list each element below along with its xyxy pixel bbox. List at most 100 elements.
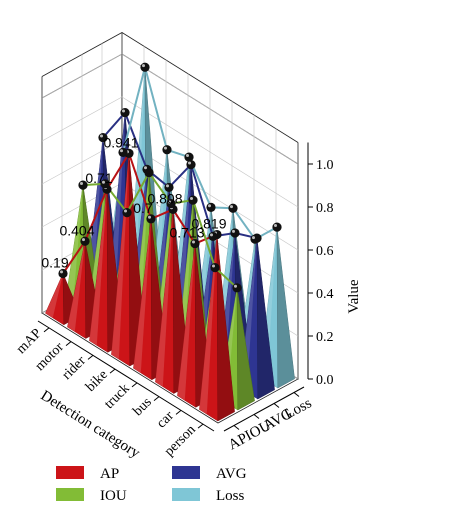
legend-swatch-AVG (172, 466, 200, 479)
point-Loss-bus (228, 203, 238, 213)
series-tick (293, 392, 300, 397)
z-tick-label: 0.4 (316, 287, 334, 302)
point-highlight (142, 64, 145, 68)
bar-AP-rider-highlight (89, 189, 107, 346)
line-Loss (122, 63, 278, 241)
data-label-AP-rider: 0.71 (85, 170, 112, 186)
bar-AP-truck-highlight (133, 218, 151, 373)
series-label-Loss: Loss (282, 395, 315, 423)
point-Loss-truck (206, 202, 216, 212)
data-label-AP-bus: 0.808 (147, 190, 182, 206)
point-highlight (124, 209, 127, 213)
series-tick (253, 414, 260, 419)
legend-swatch-AP (56, 466, 84, 479)
series-label-AP: AP (226, 430, 250, 453)
gridline-z (41, 96, 299, 208)
point-highlight (148, 215, 151, 219)
point-highlight (232, 229, 235, 233)
point-Loss-person (272, 222, 282, 232)
category-label-bus: bus (130, 395, 154, 419)
line-AP (62, 150, 218, 275)
chart-bars (45, 67, 295, 422)
category-tick (197, 423, 204, 429)
data-label-AP-motor: 0.404 (59, 222, 94, 238)
point-highlight (192, 240, 195, 244)
point-highlight (186, 153, 189, 157)
gridline-z (41, 53, 299, 165)
point-highlight (164, 146, 167, 150)
bar-AP-car-highlight (177, 243, 195, 401)
point-highlight (100, 134, 103, 138)
bar-AVG-person-side (256, 238, 275, 400)
point-highlight (212, 264, 215, 268)
bar-IOU-person-side (236, 287, 255, 411)
point-highlight (102, 180, 105, 184)
z-tick-label: 0.0 (316, 373, 334, 388)
point-IOU-bus (188, 195, 198, 205)
point-highlight (144, 166, 147, 170)
bar-IOU-mAP-highlight (65, 185, 83, 307)
category-axis-title: Detection category (38, 388, 143, 462)
point-highlight (230, 205, 233, 209)
point-Loss-rider (162, 145, 172, 155)
point-highlight (60, 270, 63, 274)
category-label-car: car (154, 408, 177, 431)
data-label-AP-mAP: 0.19 (41, 255, 68, 271)
category-label-truck: truck (102, 381, 133, 412)
series-axis-line (223, 386, 305, 432)
category-tick (87, 354, 94, 360)
point-Loss-car (250, 234, 260, 244)
point-highlight (122, 109, 125, 113)
category-label-rider: rider (60, 353, 90, 383)
data-label-AP-person: 0.819 (191, 216, 226, 232)
point-highlight (190, 197, 193, 201)
z-tick-label: 0.2 (316, 330, 334, 345)
data-label-AP-bike: 0.941 (103, 134, 138, 150)
data-label-AP-car: 0.713 (169, 225, 204, 241)
bar-AP-person-highlight (199, 234, 217, 415)
point-AVG-car (230, 228, 240, 238)
point-highlight (168, 200, 171, 204)
category-tick (65, 341, 72, 347)
z-axis-title: Value (346, 279, 362, 313)
point-highlight (120, 149, 123, 153)
legend-swatch-IOU (56, 488, 84, 501)
point-highlight (210, 233, 213, 237)
point-highlight (188, 161, 191, 165)
z-tick-label: 0.6 (316, 244, 334, 259)
point-IOU-rider (122, 208, 132, 218)
point-AVG-bus (208, 231, 218, 242)
bar-AP-motor-highlight (67, 241, 85, 332)
point-highlight (80, 182, 83, 186)
legend-label-Loss: Loss (216, 488, 245, 504)
category-tick (153, 396, 160, 402)
point-Loss-bike (184, 152, 194, 162)
z-tick-label: 1.0 (316, 158, 334, 173)
point-IOU-car (210, 263, 220, 273)
bar-Loss-person-side (276, 227, 295, 389)
category-tick (175, 409, 182, 415)
category-label-mAP: mAP (14, 326, 45, 357)
bar-AP-person-side (216, 234, 235, 422)
category-tick (131, 382, 138, 388)
legend-swatch-Loss (172, 488, 200, 501)
bar-AP-bike-highlight (111, 153, 129, 360)
gridline-z (41, 139, 299, 251)
category-tick (109, 368, 116, 374)
legend-label-AP: AP (100, 466, 119, 482)
category-tick (43, 327, 50, 333)
point-highlight (234, 284, 237, 288)
point-highlight (252, 236, 255, 240)
category-label-bike: bike (83, 367, 111, 395)
legend-label-IOU: IOU (100, 488, 127, 504)
point-Loss-motor (140, 62, 150, 72)
point-AVG-motor (120, 108, 130, 118)
point-highlight (208, 204, 211, 208)
series-tick (233, 425, 240, 430)
bar-AP-mAP-highlight (45, 273, 63, 318)
z-tick-label: 0.8 (316, 201, 334, 216)
point-IOU-person (232, 283, 242, 293)
point-highlight (82, 238, 85, 242)
